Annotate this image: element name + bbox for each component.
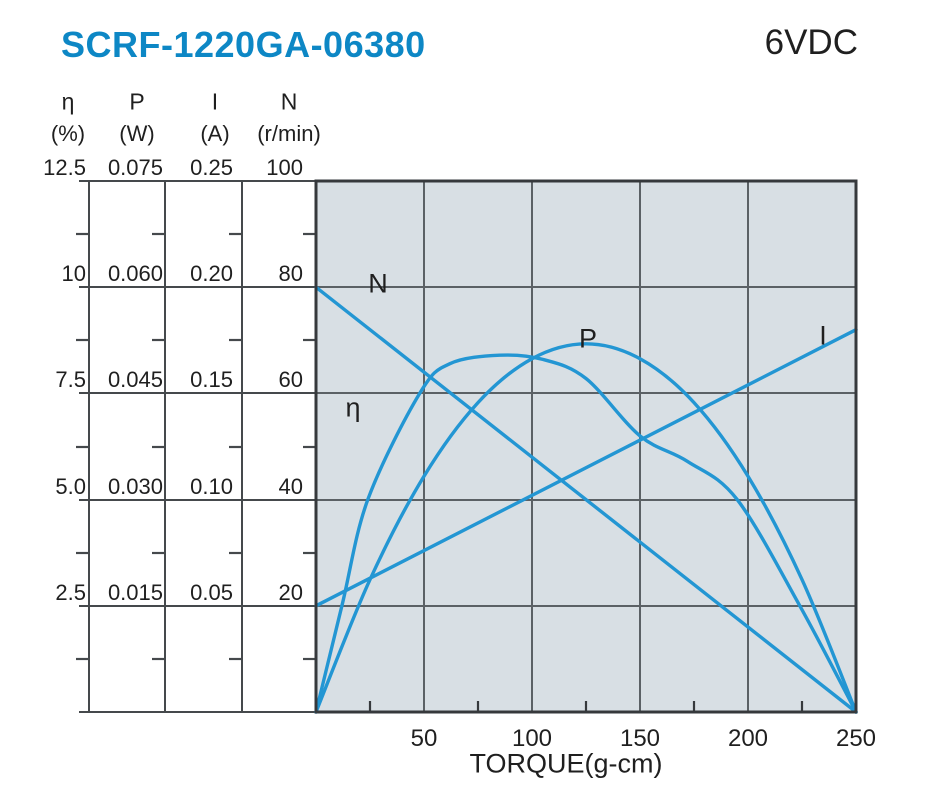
axis-value-2-1: 0.20 bbox=[190, 261, 233, 286]
curve-I bbox=[314, 327, 858, 608]
x-tick-label-2: 150 bbox=[619, 725, 661, 752]
axis-value-2-3: 0.10 bbox=[190, 474, 233, 499]
x-tick-label-4: 250 bbox=[835, 725, 877, 752]
axis-value-3-4: 20 bbox=[278, 580, 303, 605]
axis-value-0-0: 12.5 bbox=[43, 155, 86, 180]
axis-symbol-1: P bbox=[129, 88, 145, 115]
axis-value-2-2: 0.15 bbox=[190, 367, 233, 392]
axis-value-0-2: 7.5 bbox=[55, 367, 86, 392]
axis-value-3-1: 80 bbox=[278, 261, 303, 286]
axis-value-1-2: 0.045 bbox=[107, 367, 163, 392]
axis-unit-1: (W) bbox=[119, 121, 155, 146]
x-tick-label-3: 200 bbox=[727, 725, 769, 752]
axis-symbol-2: I bbox=[211, 88, 219, 115]
voltage-label: 6VDC bbox=[764, 23, 858, 62]
chart-border bbox=[314, 179, 858, 714]
page-title: SCRF-1220GA-06380 bbox=[61, 24, 426, 65]
axis-symbol-0: η bbox=[61, 88, 75, 115]
curve-label-I: I bbox=[819, 320, 827, 351]
curve-N bbox=[314, 285, 858, 714]
axis-value-2-0: 0.25 bbox=[190, 155, 233, 180]
axis-value-3-2: 60 bbox=[278, 367, 303, 392]
chart-plot-area bbox=[316, 181, 856, 712]
axis-unit-0: (%) bbox=[50, 121, 86, 146]
curve-label-P: P bbox=[578, 323, 598, 354]
axis-value-3-3: 40 bbox=[278, 474, 303, 499]
x-axis-title: TORQUE(g-cm) bbox=[469, 748, 663, 779]
axis-symbol-3: N bbox=[280, 88, 298, 115]
axis-unit-2: (A) bbox=[200, 121, 230, 146]
axis-value-0-4: 2.5 bbox=[55, 580, 86, 605]
axis-value-0-1: 10 bbox=[61, 261, 86, 286]
axis-unit-3: (r/min) bbox=[257, 121, 321, 146]
x-tick-label-0: 50 bbox=[410, 725, 438, 752]
axis-value-2-4: 0.05 bbox=[190, 580, 233, 605]
axis-value-3-0: 100 bbox=[266, 155, 303, 180]
axis-value-1-0: 0.075 bbox=[107, 155, 163, 180]
curve-P bbox=[314, 342, 858, 714]
x-tick-label-1: 100 bbox=[511, 725, 553, 752]
curve-label-N: N bbox=[368, 268, 388, 299]
curve-label-η: η bbox=[345, 392, 361, 423]
axis-value-1-3: 0.030 bbox=[107, 474, 163, 499]
axis-value-1-1: 0.060 bbox=[107, 261, 163, 286]
axis-value-1-4: 0.015 bbox=[107, 580, 163, 605]
axis-value-0-3: 5.0 bbox=[55, 474, 86, 499]
curve-η bbox=[314, 353, 858, 714]
